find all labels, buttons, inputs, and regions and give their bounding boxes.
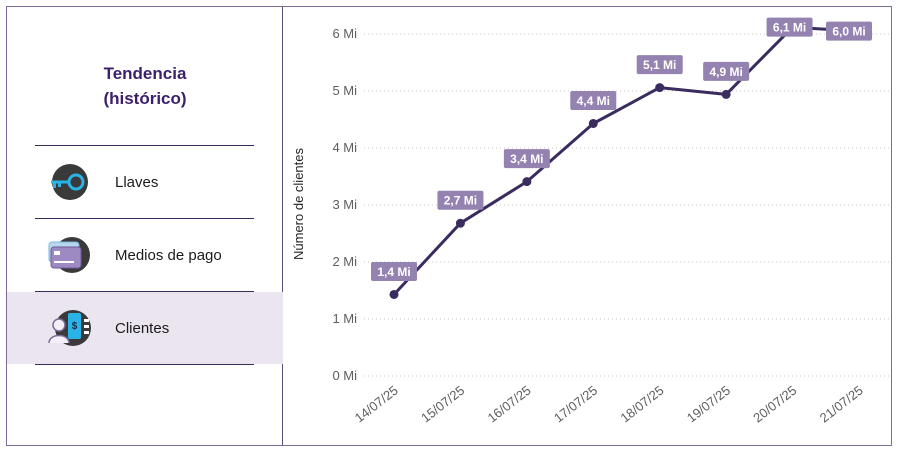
data-label-bg bbox=[371, 261, 417, 281]
sidebar-item-llaves[interactable]: Llaves bbox=[7, 146, 283, 218]
y-tick-label: 1 Mi bbox=[332, 311, 357, 326]
y-tick-label: 4 Mi bbox=[332, 140, 357, 155]
sidebar: Tendencia (histórico) Llaves bbox=[7, 7, 283, 445]
data-label-bg bbox=[570, 90, 617, 110]
divider bbox=[35, 145, 254, 146]
sidebar-item-label: Llaves bbox=[115, 173, 159, 191]
sidebar-item-label: Medios de pago bbox=[115, 246, 222, 264]
data-point[interactable] bbox=[389, 289, 399, 299]
data-label-bg bbox=[503, 149, 550, 169]
data-label-text: 5,1 Mi bbox=[643, 58, 676, 72]
data-label-bg bbox=[826, 21, 872, 41]
report-frame: Tendencia (histórico) Llaves bbox=[6, 6, 892, 446]
data-point[interactable] bbox=[522, 177, 532, 187]
data-point[interactable] bbox=[455, 218, 465, 228]
y-axis-title: Número de clientes bbox=[291, 148, 306, 260]
x-tick-label: 18/07/25 bbox=[617, 383, 666, 426]
chart-canvas: 0 Mi 1 Mi 2 Mi 3 Mi 4 Mi 5 Mi 6 Mi 14/07/25 15/… bbox=[291, 17, 889, 426]
data-label: 5,1 Mi bbox=[636, 55, 683, 75]
series-line bbox=[392, 25, 860, 296]
data-label-text: 3,4 Mi bbox=[510, 152, 543, 166]
line-chart: 0 Mi 1 Mi 2 Mi 3 Mi 4 Mi 5 Mi 6 Mi 14/07/25 15/… bbox=[284, 7, 891, 445]
sidebar-title: Tendencia (histórico) bbox=[67, 61, 223, 111]
data-label-text: 4,4 Mi bbox=[577, 94, 610, 108]
data-label-text: 6,0 Mi bbox=[832, 25, 865, 39]
data-label: 2,7 Mi bbox=[437, 190, 484, 210]
data-label-bg bbox=[437, 190, 484, 210]
data-label-bg bbox=[766, 17, 813, 37]
x-tick-label: 16/07/25 bbox=[485, 383, 534, 426]
data-point[interactable] bbox=[655, 83, 665, 93]
data-label: 6,0 Mi bbox=[826, 21, 872, 41]
sidebar-title-line1: Tendencia bbox=[103, 64, 187, 83]
data-label: 1,4 Mi bbox=[371, 261, 417, 281]
x-tick-label: 20/07/25 bbox=[750, 383, 799, 426]
data-point[interactable] bbox=[721, 89, 731, 99]
sidebar-title-line2: (histórico) bbox=[103, 89, 187, 108]
sidebar-item-label: Clientes bbox=[115, 319, 170, 337]
data-label: 3,4 Mi bbox=[503, 149, 550, 169]
key-icon bbox=[45, 161, 95, 203]
data-label: 6,1 Mi bbox=[766, 17, 813, 37]
x-tick-label: 21/07/25 bbox=[817, 383, 866, 426]
svg-text:$: $ bbox=[72, 321, 78, 332]
data-label-text: 6,1 Mi bbox=[773, 21, 806, 35]
data-label-text: 2,7 Mi bbox=[444, 194, 477, 208]
data-label: 4,9 Mi bbox=[703, 61, 750, 81]
divider bbox=[35, 291, 254, 292]
data-label: 4,4 Mi bbox=[570, 90, 617, 110]
clients-icon: $ bbox=[45, 307, 95, 349]
y-tick-label: 2 Mi bbox=[332, 254, 357, 269]
y-tick-label: 3 Mi bbox=[332, 197, 357, 212]
y-tick-label: 6 Mi bbox=[332, 26, 357, 41]
data-point[interactable] bbox=[588, 118, 598, 128]
sidebar-item-medios-de-pago[interactable]: Medios de pago bbox=[7, 219, 283, 291]
y-tick-label: 0 Mi bbox=[332, 368, 357, 383]
data-label-text: 1,4 Mi bbox=[377, 265, 410, 279]
data-label-bg bbox=[703, 61, 750, 81]
x-tick-label: 15/07/25 bbox=[418, 383, 467, 426]
divider bbox=[35, 364, 254, 365]
data-label-text: 4,9 Mi bbox=[709, 65, 742, 79]
x-tick-label: 17/07/25 bbox=[551, 383, 600, 426]
x-tick-label: 19/07/25 bbox=[684, 383, 733, 426]
x-tick-label: 14/07/25 bbox=[352, 383, 401, 426]
y-tick-label: 5 Mi bbox=[332, 83, 357, 98]
payment-cards-icon bbox=[45, 234, 95, 276]
sidebar-item-clientes[interactable]: $ Clientes bbox=[7, 292, 283, 364]
divider bbox=[35, 218, 254, 219]
data-label-bg bbox=[636, 55, 683, 75]
